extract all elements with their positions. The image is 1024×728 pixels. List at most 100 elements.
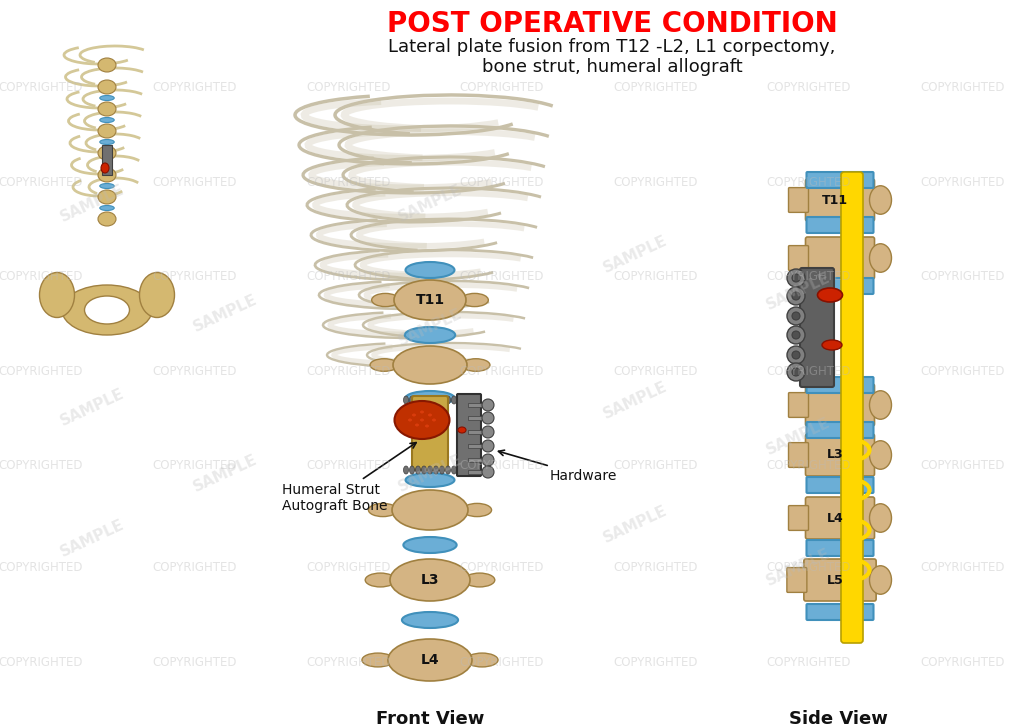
Text: COPYRIGHTED: COPYRIGHTED [921, 656, 1005, 669]
Circle shape [787, 287, 805, 305]
Text: COPYRIGHTED: COPYRIGHTED [0, 561, 83, 574]
Text: POST OPERATIVE CONDITION: POST OPERATIVE CONDITION [387, 10, 838, 38]
Text: COPYRIGHTED: COPYRIGHTED [460, 656, 544, 669]
Text: COPYRIGHTED: COPYRIGHTED [613, 459, 697, 472]
Circle shape [482, 412, 494, 424]
Ellipse shape [403, 466, 409, 474]
FancyBboxPatch shape [788, 443, 809, 467]
FancyBboxPatch shape [468, 444, 486, 448]
FancyBboxPatch shape [412, 396, 449, 470]
Ellipse shape [415, 424, 419, 427]
FancyBboxPatch shape [788, 392, 809, 417]
Text: COPYRIGHTED: COPYRIGHTED [460, 459, 544, 472]
Text: COPYRIGHTED: COPYRIGHTED [613, 365, 697, 378]
Text: Hardware: Hardware [499, 450, 617, 483]
Ellipse shape [410, 466, 415, 474]
Ellipse shape [98, 168, 116, 182]
Text: SAMPLE: SAMPLE [600, 379, 670, 422]
Text: COPYRIGHTED: COPYRIGHTED [0, 459, 83, 472]
Ellipse shape [416, 466, 421, 474]
FancyBboxPatch shape [807, 172, 873, 188]
Ellipse shape [869, 504, 892, 532]
Circle shape [792, 368, 800, 376]
FancyBboxPatch shape [102, 145, 112, 175]
Text: COPYRIGHTED: COPYRIGHTED [0, 81, 83, 94]
Ellipse shape [445, 466, 451, 474]
Text: COPYRIGHTED: COPYRIGHTED [921, 561, 1005, 574]
Text: COPYRIGHTED: COPYRIGHTED [153, 270, 237, 283]
Text: COPYRIGHTED: COPYRIGHTED [0, 175, 83, 189]
Ellipse shape [420, 419, 424, 422]
Text: COPYRIGHTED: COPYRIGHTED [0, 365, 83, 378]
Text: COPYRIGHTED: COPYRIGHTED [0, 656, 83, 669]
Circle shape [482, 466, 494, 478]
Text: L3: L3 [826, 448, 844, 462]
FancyBboxPatch shape [788, 245, 809, 270]
FancyBboxPatch shape [807, 604, 873, 620]
Ellipse shape [410, 396, 415, 404]
Text: COPYRIGHTED: COPYRIGHTED [613, 81, 697, 94]
Text: SAMPLE: SAMPLE [190, 452, 260, 494]
Circle shape [787, 326, 805, 344]
FancyBboxPatch shape [806, 179, 874, 221]
Ellipse shape [98, 58, 116, 72]
Ellipse shape [869, 186, 892, 214]
Text: COPYRIGHTED: COPYRIGHTED [460, 270, 544, 283]
Circle shape [482, 440, 494, 452]
Text: COPYRIGHTED: COPYRIGHTED [153, 365, 237, 378]
Ellipse shape [390, 559, 470, 601]
Text: COPYRIGHTED: COPYRIGHTED [153, 561, 237, 574]
Ellipse shape [394, 401, 450, 439]
Ellipse shape [461, 293, 488, 306]
Ellipse shape [98, 212, 116, 226]
Text: SAMPLE: SAMPLE [395, 306, 465, 349]
Ellipse shape [98, 146, 116, 160]
Text: COPYRIGHTED: COPYRIGHTED [460, 561, 544, 574]
Text: Lateral plate fusion from T12 -L2, L1 corpectomy,: Lateral plate fusion from T12 -L2, L1 co… [388, 38, 836, 56]
Text: COPYRIGHTED: COPYRIGHTED [460, 175, 544, 189]
Circle shape [787, 363, 805, 381]
Text: COPYRIGHTED: COPYRIGHTED [921, 365, 1005, 378]
Circle shape [792, 312, 800, 320]
Ellipse shape [425, 424, 429, 427]
Circle shape [792, 351, 800, 359]
Ellipse shape [427, 396, 432, 404]
Ellipse shape [403, 537, 457, 553]
Text: COPYRIGHTED: COPYRIGHTED [613, 656, 697, 669]
Text: COPYRIGHTED: COPYRIGHTED [306, 81, 390, 94]
Ellipse shape [99, 183, 115, 189]
Ellipse shape [427, 466, 432, 474]
Circle shape [792, 274, 800, 282]
Text: COPYRIGHTED: COPYRIGHTED [460, 365, 544, 378]
Ellipse shape [416, 396, 421, 404]
Text: SAMPLE: SAMPLE [57, 183, 127, 225]
FancyBboxPatch shape [841, 172, 863, 643]
Ellipse shape [62, 285, 152, 335]
Text: SAMPLE: SAMPLE [764, 270, 834, 312]
FancyBboxPatch shape [806, 237, 874, 279]
FancyBboxPatch shape [468, 470, 486, 474]
Ellipse shape [101, 163, 109, 173]
Text: COPYRIGHTED: COPYRIGHTED [0, 270, 83, 283]
Text: COPYRIGHTED: COPYRIGHTED [153, 656, 237, 669]
Ellipse shape [869, 391, 892, 419]
Ellipse shape [822, 340, 842, 350]
Ellipse shape [408, 419, 412, 422]
Circle shape [787, 346, 805, 364]
Ellipse shape [99, 95, 115, 100]
FancyBboxPatch shape [807, 217, 873, 233]
Circle shape [482, 454, 494, 466]
Ellipse shape [98, 190, 116, 204]
Ellipse shape [404, 327, 456, 343]
Ellipse shape [439, 466, 444, 474]
Ellipse shape [463, 503, 492, 517]
Text: COPYRIGHTED: COPYRIGHTED [306, 656, 390, 669]
Text: COPYRIGHTED: COPYRIGHTED [767, 656, 851, 669]
Text: L5: L5 [826, 574, 844, 587]
Text: Humeral Strut
Autograft Bone: Humeral Strut Autograft Bone [282, 443, 416, 513]
Ellipse shape [98, 80, 116, 94]
Ellipse shape [869, 440, 892, 470]
Ellipse shape [406, 473, 455, 487]
Ellipse shape [432, 419, 436, 422]
Text: SAMPLE: SAMPLE [57, 387, 127, 429]
